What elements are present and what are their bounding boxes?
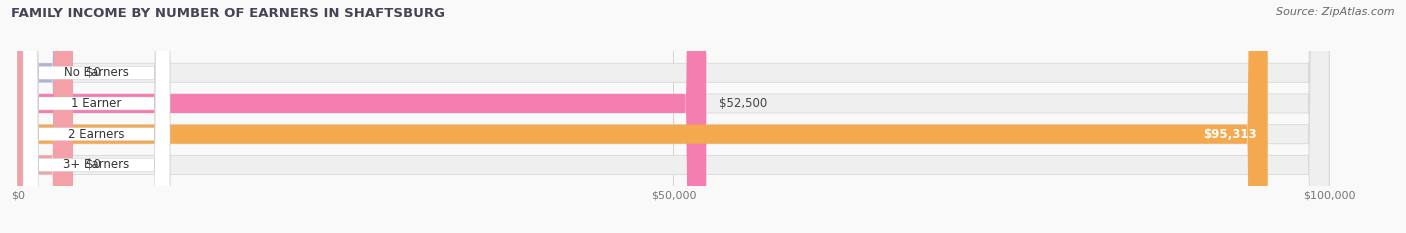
Text: $95,313: $95,313 xyxy=(1204,128,1257,141)
FancyBboxPatch shape xyxy=(18,0,1329,233)
Text: 3+ Earners: 3+ Earners xyxy=(63,158,129,171)
FancyBboxPatch shape xyxy=(22,0,170,233)
Text: Source: ZipAtlas.com: Source: ZipAtlas.com xyxy=(1277,7,1395,17)
FancyBboxPatch shape xyxy=(22,0,170,233)
Text: 1 Earner: 1 Earner xyxy=(72,97,122,110)
Text: No Earners: No Earners xyxy=(65,66,129,79)
Text: FAMILY INCOME BY NUMBER OF EARNERS IN SHAFTSBURG: FAMILY INCOME BY NUMBER OF EARNERS IN SH… xyxy=(11,7,446,20)
Text: $0: $0 xyxy=(86,66,101,79)
Text: 2 Earners: 2 Earners xyxy=(69,128,125,141)
Text: $52,500: $52,500 xyxy=(720,97,768,110)
FancyBboxPatch shape xyxy=(18,0,1329,233)
FancyBboxPatch shape xyxy=(18,0,1329,233)
FancyBboxPatch shape xyxy=(18,0,706,233)
Text: $0: $0 xyxy=(86,158,101,171)
FancyBboxPatch shape xyxy=(18,0,73,233)
FancyBboxPatch shape xyxy=(18,0,1329,233)
FancyBboxPatch shape xyxy=(18,0,73,233)
FancyBboxPatch shape xyxy=(22,0,170,233)
FancyBboxPatch shape xyxy=(22,0,170,233)
FancyBboxPatch shape xyxy=(18,0,1268,233)
